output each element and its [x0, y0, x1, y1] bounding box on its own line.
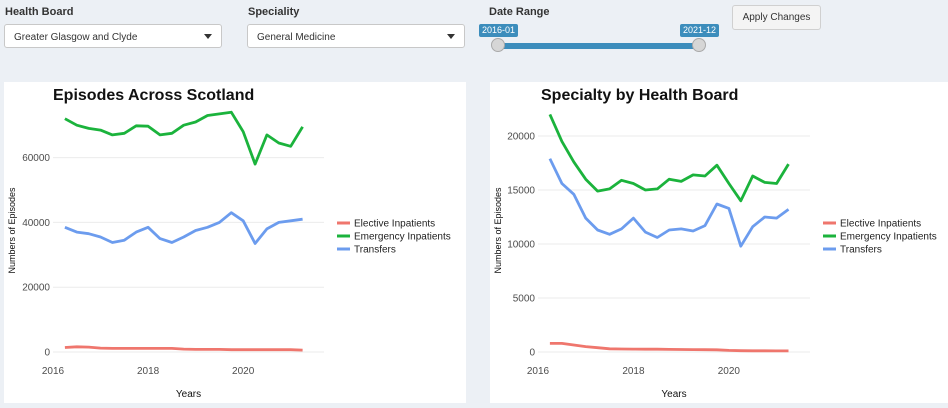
x-axis-label: Years [661, 389, 686, 400]
health-board-value: Greater Glasgow and Clyde [14, 32, 138, 43]
date-range-label: Date Range [489, 6, 550, 18]
y-tick-label: 40000 [22, 218, 50, 229]
y-axis-label: Numbers of Episodes [7, 187, 17, 274]
date-range-end-handle[interactable] [692, 38, 706, 52]
episodes-across-scotland-chart: 0 20000 40000 60000 2016 2018 2020 Episodes Acr… [7, 87, 451, 400]
y-tick-label: 20000 [507, 132, 535, 143]
x-tick-label: 2016 [527, 366, 550, 377]
y-tick-label: 60000 [22, 153, 50, 164]
y-tick-label: 5000 [513, 294, 536, 305]
chevron-down-icon [204, 34, 212, 39]
episodes-chart-panel: 0 20000 40000 60000 2016 2018 2020 Episodes Acr… [4, 82, 466, 403]
specialty-chart-panel: 0 5000 10000 15000 20000 2016 2018 2020 Specialt… [490, 82, 948, 403]
y-tick-label: 0 [44, 348, 50, 359]
series-line-elective-inpatients [549, 341, 789, 353]
date-range-start-tooltip: 2016-01 [479, 24, 519, 37]
date-range-start-handle[interactable] [491, 38, 505, 52]
legend-label: Elective Inpatients [840, 219, 921, 230]
y-axis-label: Numbers of Episodes [493, 187, 503, 274]
health-board-select[interactable]: Greater Glasgow and Clyde [4, 24, 222, 48]
apply-changes-button[interactable]: Apply Changes [732, 5, 821, 30]
health-board-label: Health Board [5, 6, 74, 18]
legend-label: Emergency Inpatients [840, 232, 937, 243]
y-tick-label: 20000 [22, 283, 50, 294]
x-tick-label: 2018 [622, 366, 645, 377]
x-tick-label: 2020 [232, 366, 255, 377]
legend-label: Elective Inpatients [354, 219, 435, 230]
speciality-value: General Medicine [257, 32, 336, 43]
speciality-select[interactable]: General Medicine [247, 24, 465, 48]
series-line-emergency-inpatients [548, 113, 790, 203]
x-axis-label: Years [176, 389, 201, 400]
legend-label: Transfers [840, 245, 882, 256]
x-tick-label: 2016 [42, 366, 65, 377]
chevron-down-icon [447, 34, 455, 39]
legend-label: Transfers [354, 245, 396, 256]
series-line-transfers [548, 158, 790, 248]
series-line-emergency-inpatients [64, 110, 304, 166]
x-tick-label: 2018 [137, 366, 160, 377]
y-tick-label: 0 [529, 348, 535, 359]
speciality-label: Speciality [248, 6, 300, 18]
y-tick-label: 10000 [507, 240, 535, 251]
x-tick-label: 2020 [718, 366, 741, 377]
chart-title: Specialty by Health Board [541, 87, 738, 104]
chart-title: Episodes Across Scotland [53, 87, 254, 104]
date-range-end-tooltip: 2021-12 [680, 24, 720, 37]
y-tick-label: 15000 [507, 186, 535, 197]
date-range-slider[interactable] [499, 43, 700, 49]
series-line-elective-inpatients [64, 345, 303, 352]
legend-label: Emergency Inpatients [354, 232, 451, 243]
specialty-by-health-board-chart: 0 5000 10000 15000 20000 2016 2018 2020 Specialt… [493, 87, 937, 400]
series-line-transfers [64, 211, 303, 245]
